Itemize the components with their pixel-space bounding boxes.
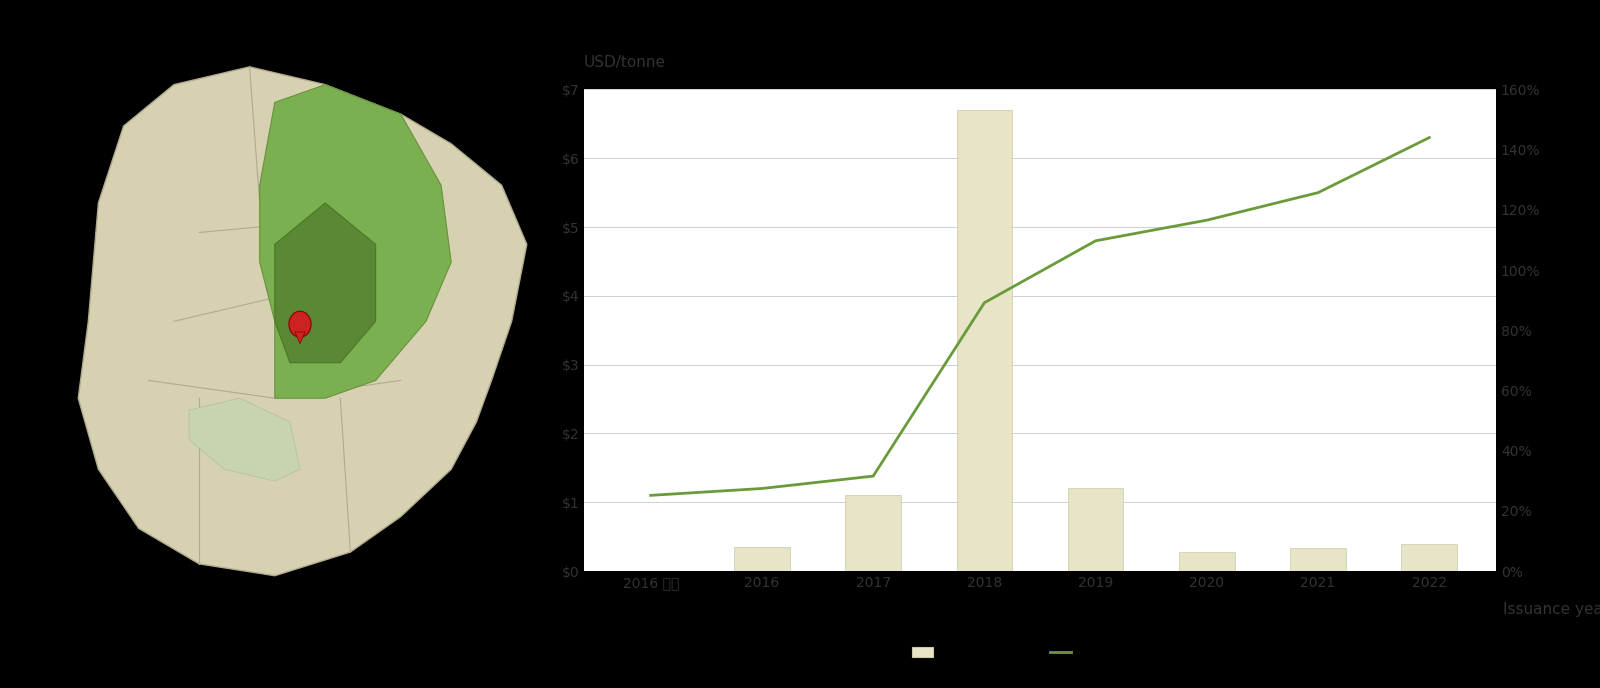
Bar	[1290, 548, 1346, 571]
Polygon shape	[275, 203, 376, 363]
Polygon shape	[78, 67, 526, 576]
Bar	[845, 495, 901, 571]
Text: Issuance year: Issuance year	[1502, 601, 1600, 616]
Bar	[957, 110, 1013, 571]
Polygon shape	[189, 398, 301, 481]
Bar	[1179, 552, 1235, 571]
Polygon shape	[259, 85, 451, 398]
Bar	[1067, 488, 1123, 571]
Text: USD/tonne: USD/tonne	[584, 55, 666, 70]
Polygon shape	[294, 332, 306, 344]
Legend: Price change, Carbon price: Price change, Carbon price	[907, 641, 1173, 666]
Circle shape	[290, 311, 310, 337]
Bar	[1402, 544, 1458, 571]
Bar	[734, 547, 790, 571]
